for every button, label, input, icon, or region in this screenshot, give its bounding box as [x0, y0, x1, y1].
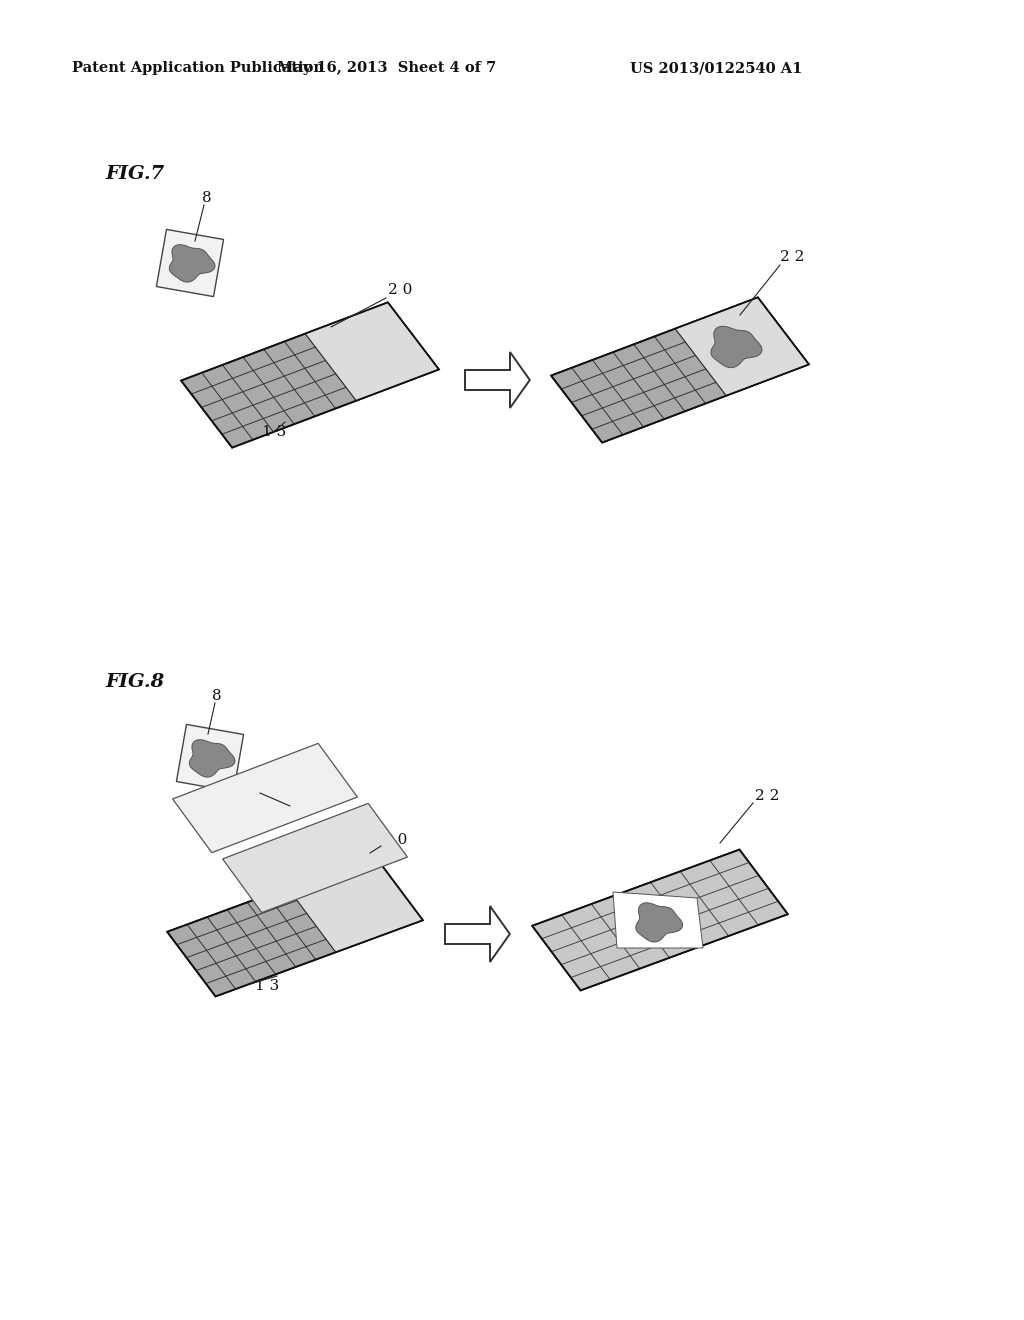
Polygon shape [675, 297, 809, 396]
Text: 1 3: 1 3 [255, 979, 280, 993]
Polygon shape [173, 743, 357, 853]
Polygon shape [181, 302, 439, 447]
Text: US 2013/0122540 A1: US 2013/0122540 A1 [630, 61, 803, 75]
Polygon shape [636, 903, 683, 942]
Polygon shape [445, 906, 510, 962]
Text: FIG.7: FIG.7 [105, 165, 164, 183]
Polygon shape [222, 804, 408, 912]
Text: 8: 8 [212, 689, 221, 704]
Text: FIG.8: FIG.8 [105, 673, 164, 690]
Polygon shape [167, 855, 423, 997]
Text: 8: 8 [202, 191, 212, 205]
Text: 2 0: 2 0 [383, 833, 408, 847]
Text: 1 3: 1 3 [262, 425, 287, 440]
Polygon shape [613, 892, 703, 948]
Polygon shape [551, 297, 809, 442]
Text: 2 2: 2 2 [755, 789, 779, 803]
Polygon shape [532, 850, 787, 990]
Polygon shape [465, 352, 529, 408]
Polygon shape [169, 244, 215, 282]
Polygon shape [176, 725, 244, 792]
Text: 2 4: 2 4 [245, 779, 269, 793]
Polygon shape [711, 326, 762, 368]
Text: 2 0: 2 0 [388, 282, 413, 297]
Polygon shape [189, 739, 234, 777]
Text: 2 2: 2 2 [780, 249, 805, 264]
Polygon shape [305, 302, 439, 401]
Text: Patent Application Publication: Patent Application Publication [72, 61, 324, 75]
Text: May 16, 2013  Sheet 4 of 7: May 16, 2013 Sheet 4 of 7 [278, 61, 497, 75]
Polygon shape [157, 230, 223, 297]
Polygon shape [288, 855, 423, 952]
